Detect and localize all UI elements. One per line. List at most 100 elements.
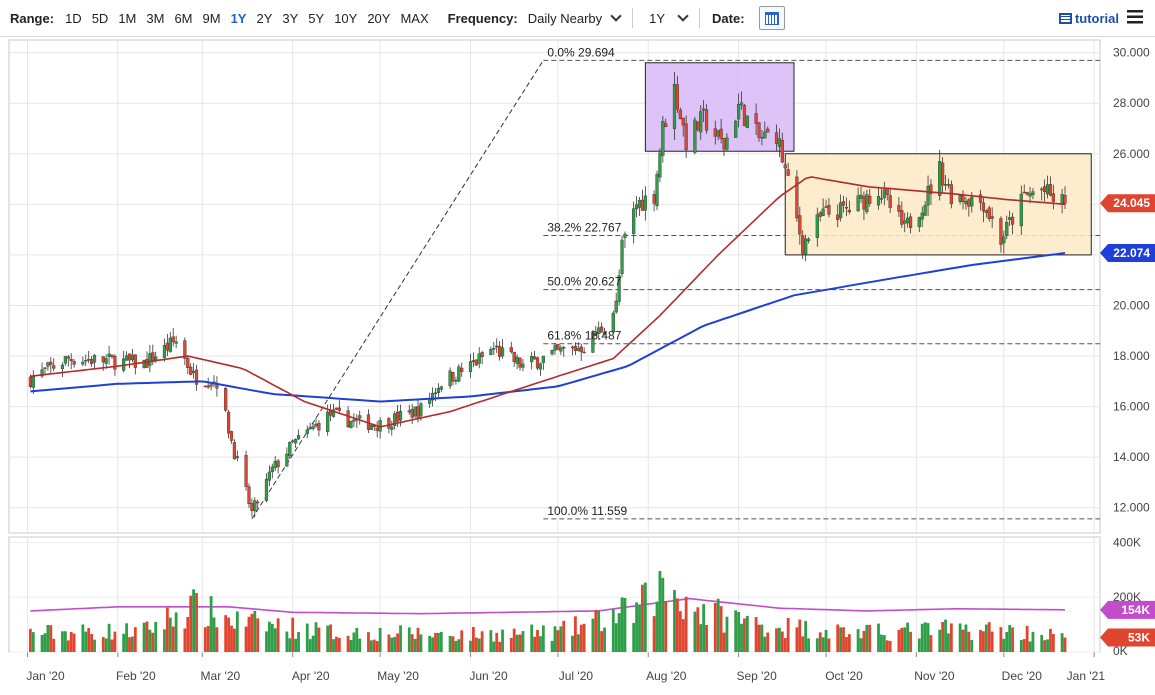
volume-bar — [623, 598, 627, 652]
range-button-5d[interactable]: 5D — [91, 10, 109, 26]
volume-bar — [856, 629, 860, 652]
candle-down — [110, 354, 114, 357]
range-button-3m[interactable]: 3M — [146, 10, 165, 26]
volume-bar — [839, 627, 843, 652]
volume-bar — [949, 623, 953, 652]
candle-down — [929, 184, 933, 194]
candle-up — [906, 217, 910, 224]
candle-up — [264, 478, 269, 501]
candle-down — [681, 117, 685, 126]
candle-up — [43, 367, 47, 369]
range-button-1y[interactable]: 1Y — [230, 10, 247, 26]
candle-down — [836, 214, 840, 221]
volume-bar — [786, 617, 790, 652]
candle-up — [1008, 217, 1012, 220]
range-button-3y[interactable]: 3Y — [282, 10, 299, 26]
volume-bar — [110, 639, 114, 652]
volume-bar — [224, 615, 228, 652]
period-select[interactable]: 1Y — [649, 10, 689, 26]
candle-up — [84, 359, 88, 362]
range-button-10y[interactable]: 10Y — [334, 10, 358, 26]
candle-up — [745, 115, 749, 128]
volume-bar — [512, 628, 516, 652]
frequency-select[interactable]: Daily Nearby — [528, 10, 622, 26]
candle-up — [1019, 193, 1023, 227]
date-picker-button[interactable] — [758, 6, 785, 30]
candle-down — [66, 356, 70, 359]
volume-bar — [174, 612, 178, 652]
range-button-1m[interactable]: 1M — [118, 10, 137, 26]
volume-bar — [673, 590, 676, 652]
range-button-6m[interactable]: 6M — [174, 10, 193, 26]
candle-down — [1010, 216, 1015, 225]
candle-up — [521, 363, 525, 368]
candle-down — [844, 206, 849, 209]
volume-bar — [643, 582, 647, 652]
volume-bar — [128, 637, 131, 652]
x-tick-label: Sep '20 — [736, 669, 777, 683]
candle-up — [439, 386, 443, 390]
candle-down — [337, 407, 341, 411]
candle-down — [900, 210, 904, 225]
candle-up — [314, 423, 318, 427]
volume-bar — [165, 607, 169, 652]
candle-up — [550, 350, 554, 355]
volume-bar — [719, 606, 723, 652]
range-button-1d[interactable]: 1D — [65, 10, 82, 26]
volume-bar — [390, 637, 394, 652]
volume-bar — [600, 631, 604, 652]
candle-down — [512, 351, 516, 362]
axis-labels: Jan '20 Feb '20 Mar '20 Apr '20 May '20 Jun '… — [26, 46, 1150, 683]
range-button-max[interactable]: MAX — [400, 10, 429, 26]
candle-up — [702, 108, 706, 111]
candle-down — [518, 357, 522, 368]
range-button-2y[interactable]: 2Y — [256, 10, 273, 26]
range-button-5y[interactable]: 5Y — [308, 10, 325, 26]
volume-bar — [842, 627, 845, 652]
candle-down — [780, 140, 784, 163]
candle-up — [903, 220, 907, 224]
price-tag-bg — [1100, 194, 1155, 213]
candle-up — [576, 348, 580, 351]
volume-bar — [967, 631, 971, 652]
candle-down — [987, 207, 991, 220]
volume-bar — [638, 604, 641, 652]
candle-down — [981, 202, 986, 212]
range-button-9m[interactable]: 9M — [202, 10, 221, 26]
volume-bar — [868, 624, 872, 652]
hamburger-menu-icon[interactable] — [1127, 10, 1143, 24]
candle-up — [436, 387, 441, 393]
volume-bar — [818, 632, 822, 652]
volume-bar — [273, 628, 277, 652]
candle-down — [1043, 186, 1047, 192]
volume-bar — [399, 625, 402, 652]
candle-up — [643, 195, 647, 211]
fib-label: 0.0% 29.694 — [547, 45, 615, 59]
volume-bar — [337, 637, 341, 652]
volume-bar — [492, 641, 496, 652]
volume-bar — [509, 637, 513, 652]
candle-down — [471, 360, 475, 363]
candle-down — [888, 195, 892, 208]
candle-up — [288, 442, 292, 457]
candle-up — [154, 356, 158, 361]
candle-up — [859, 194, 863, 199]
tutorial-link[interactable]: tutorial — [1058, 11, 1119, 26]
candle-up — [856, 195, 860, 212]
candle-up — [699, 111, 703, 133]
candle-up — [926, 185, 930, 206]
candle-up — [162, 345, 167, 358]
range-button-20y[interactable]: 20Y — [367, 10, 391, 26]
candle-down — [573, 345, 578, 351]
candle-up — [60, 364, 65, 369]
candle-up — [63, 356, 67, 364]
candle-up — [308, 427, 312, 430]
candle-up — [970, 196, 974, 207]
candle-up — [253, 500, 257, 512]
volume-bar — [574, 616, 577, 652]
candle-down — [941, 162, 945, 186]
candle-up — [448, 370, 452, 387]
x-tick-label: Nov '20 — [914, 669, 955, 683]
volume-bar — [635, 602, 639, 652]
